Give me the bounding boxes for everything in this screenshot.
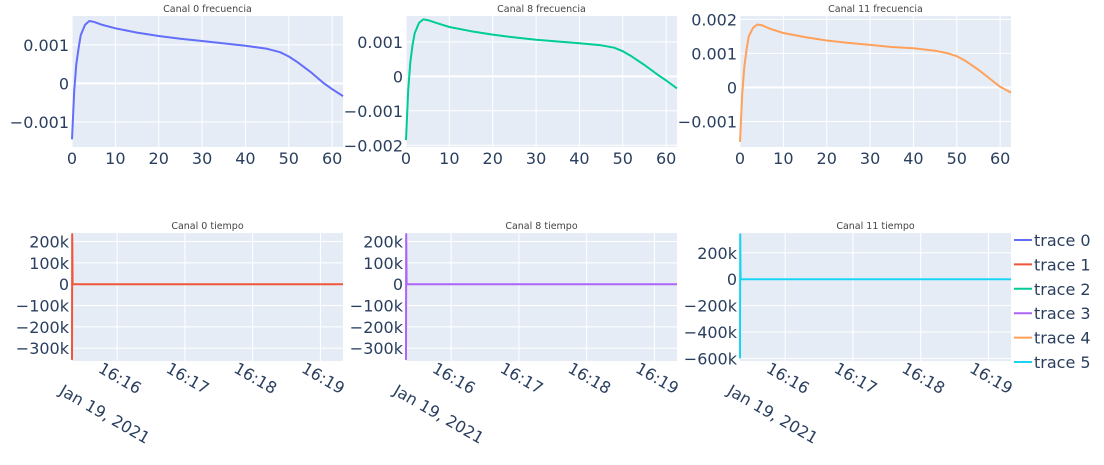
x-tick-label: 0 xyxy=(735,149,745,168)
legend-item[interactable]: trace 0 xyxy=(1014,231,1091,250)
legend-item[interactable]: trace 1 xyxy=(1014,255,1091,274)
x-tick-label: 16:17 xyxy=(497,358,546,398)
subplot-0: Canal 0 frecuencia 0.001 0 −0.001 0 10 20 30 40 5… xyxy=(10,4,344,168)
series-line xyxy=(739,233,1011,359)
subplot-title: Canal 11 tiempo xyxy=(836,221,915,232)
legend-item[interactable]: trace 5 xyxy=(1014,353,1091,372)
y-tick-label: 0 xyxy=(727,270,737,289)
x-tick-label: 20 xyxy=(149,149,169,168)
series-line xyxy=(71,20,344,140)
subplot-title: Canal 8 frecuencia xyxy=(497,4,586,15)
x-tick-label: 16:16 xyxy=(763,358,812,398)
legend-label: trace 1 xyxy=(1034,255,1091,274)
x-tick-label: 0 xyxy=(67,149,77,168)
x-tick-label: 16:18 xyxy=(565,358,614,398)
y-tick-label: −300k xyxy=(16,339,70,358)
series-line xyxy=(739,23,1012,142)
legend: trace 0 trace 1 trace 2 trace 3 trace 4 trace… xyxy=(1014,231,1091,372)
y-tick-label: 0.002 xyxy=(691,10,737,29)
x-tick-label: 30 xyxy=(192,149,212,168)
series-line xyxy=(71,233,343,360)
subplot-5: Canal 11 tiempo 200k 0 −200k −400k −600k 16:16… xyxy=(684,221,1016,448)
x-tick-label: 16:16 xyxy=(429,358,478,398)
x-tick-label: 60 xyxy=(656,149,676,168)
legend-label: trace 5 xyxy=(1034,353,1091,372)
y-tick-label: −300k xyxy=(350,339,404,358)
y-tick-label: 100k xyxy=(363,254,404,273)
y-tick-label: 0 xyxy=(59,74,69,93)
y-tick-label: −0.002 xyxy=(344,136,403,155)
plot-area xyxy=(406,16,677,147)
plot-area xyxy=(406,233,677,361)
x-tick-label: 16:18 xyxy=(231,358,280,398)
x-tick-label: 16:18 xyxy=(899,358,948,398)
legend-label: trace 4 xyxy=(1034,329,1091,348)
y-tick-label: −200k xyxy=(350,318,404,337)
y-tick-label: 200k xyxy=(697,244,738,263)
x-tick-label: 50 xyxy=(947,149,967,168)
x-tick-label: 10 xyxy=(105,149,125,168)
y-tick-label: 200k xyxy=(29,233,70,252)
series-line xyxy=(405,233,677,360)
x-tick-label: 10 xyxy=(773,149,793,168)
legend-label: trace 0 xyxy=(1034,231,1091,250)
x-tick-label: 20 xyxy=(817,149,837,168)
x-tick-label: 50 xyxy=(613,149,633,168)
y-tick-label: −200k xyxy=(16,318,70,337)
y-tick-label: 100k xyxy=(29,254,70,273)
y-tick-label: −400k xyxy=(684,323,738,342)
y-tick-label: 0 xyxy=(393,67,403,86)
y-tick-label: 0 xyxy=(59,275,69,294)
y-tick-label: −0.001 xyxy=(10,113,69,132)
x-tick-label: 16:19 xyxy=(966,358,1015,398)
x-tick-label: 16:19 xyxy=(632,358,681,398)
x-tick-label: 0 xyxy=(401,149,411,168)
x-tick-label: 60 xyxy=(990,149,1010,168)
series-line xyxy=(405,18,678,141)
plot-area xyxy=(740,16,1011,147)
subplot-title: Canal 8 tiempo xyxy=(505,221,578,232)
x-tick-label: 16:17 xyxy=(831,358,880,398)
subplot-title: Canal 0 tiempo xyxy=(171,221,244,232)
y-tick-label: 0.001 xyxy=(691,44,737,63)
y-tick-label: 200k xyxy=(363,233,404,252)
subplot-2: Canal 11 frecuencia 0.002 0.001 0 −0.001 0 10 2… xyxy=(678,4,1012,168)
x-tick-label: 20 xyxy=(483,149,503,168)
legend-item[interactable]: trace 4 xyxy=(1014,329,1091,348)
x-tick-label: 10 xyxy=(439,149,459,168)
x-tick-label: 30 xyxy=(526,149,546,168)
legend-item[interactable]: trace 3 xyxy=(1014,304,1091,323)
legend-label: trace 2 xyxy=(1034,280,1091,299)
x-tick-label: 16:19 xyxy=(298,358,347,398)
y-tick-label: −200k xyxy=(684,297,738,316)
plot-area xyxy=(72,233,343,361)
y-tick-label: −600k xyxy=(684,349,738,368)
x-tick-label: 60 xyxy=(322,149,342,168)
subplot-title: Canal 0 frecuencia xyxy=(163,4,252,15)
legend-label: trace 3 xyxy=(1034,304,1091,323)
y-tick-label: 0.001 xyxy=(357,33,403,52)
x-tick-label: 40 xyxy=(903,149,923,168)
plot-area xyxy=(740,233,1011,361)
y-tick-label: 0 xyxy=(727,78,737,97)
x-tick-label: 16:17 xyxy=(163,358,212,398)
plot-area xyxy=(72,16,343,147)
subplot-title: Canal 11 frecuencia xyxy=(828,4,923,15)
y-tick-label: 0 xyxy=(393,275,403,294)
x-tick-label: 16:16 xyxy=(95,358,144,398)
legend-item[interactable]: trace 2 xyxy=(1014,280,1091,299)
y-tick-label: −0.001 xyxy=(678,112,737,131)
x-tick-label: 30 xyxy=(860,149,880,168)
subplot-3: Canal 0 tiempo 200k 100k 0 −100k −200k −300k 16… xyxy=(16,221,348,448)
x-tick-label: 40 xyxy=(235,149,255,168)
y-tick-label: 0.001 xyxy=(23,36,69,55)
subplot-4: Canal 8 tiempo 200k 100k 0 −100k −200k −300k 16… xyxy=(350,221,682,448)
y-tick-label: −0.001 xyxy=(344,102,403,121)
y-tick-label: −100k xyxy=(16,297,70,316)
x-tick-label: 50 xyxy=(279,149,299,168)
y-tick-label: −100k xyxy=(350,297,404,316)
x-tick-label: 40 xyxy=(569,149,589,168)
